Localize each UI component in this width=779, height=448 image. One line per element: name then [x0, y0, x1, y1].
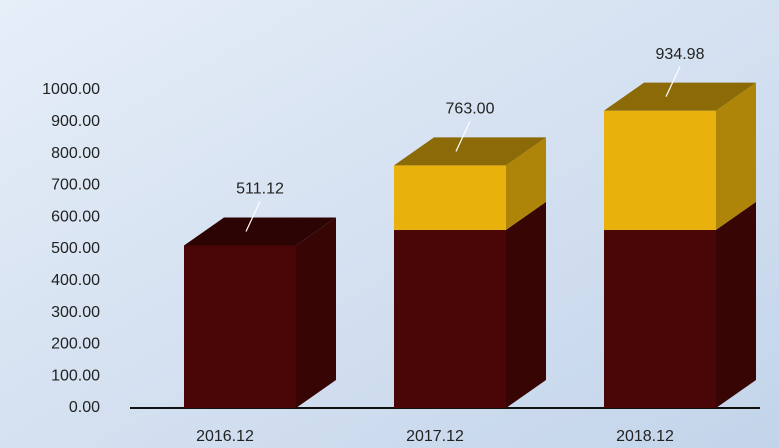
y-tick-label: 500.00 — [51, 240, 100, 257]
bar-front — [604, 110, 716, 230]
x-tick-label: 2018.12 — [616, 428, 674, 445]
y-tick-label: 600.00 — [51, 208, 100, 225]
y-tick-label: 300.00 — [51, 304, 100, 321]
y-tick-label: 800.00 — [51, 145, 100, 162]
bar-top — [394, 137, 546, 166]
bar-top — [604, 82, 756, 111]
bar-front — [184, 245, 296, 408]
bar-top — [184, 217, 336, 246]
data-label: 511.12 — [236, 181, 284, 198]
bar-side — [716, 201, 756, 408]
leader-line — [665, 66, 681, 97]
leader-line — [245, 201, 261, 232]
leader-line — [455, 121, 471, 152]
bar-front — [394, 165, 506, 230]
y-tick-label: 400.00 — [51, 272, 100, 289]
y-tick-label: 900.00 — [51, 113, 100, 130]
y-tick-label: 700.00 — [51, 177, 100, 194]
x-tick-label: 2016.12 — [196, 428, 254, 445]
bar-side — [506, 201, 546, 408]
bar-front — [604, 229, 716, 408]
y-tick-label: 200.00 — [51, 336, 100, 353]
y-tick-label: 0.00 — [69, 399, 100, 416]
y-tick-label: 100.00 — [51, 367, 100, 384]
bar-side — [716, 82, 756, 230]
bar-front — [394, 229, 506, 408]
x-tick-label: 2017.12 — [406, 428, 464, 445]
y-tick-label: 1000.00 — [42, 81, 100, 98]
bar-side — [506, 137, 546, 230]
data-label: 763.00 — [446, 101, 495, 118]
bar-side — [296, 217, 336, 408]
data-label: 934.98 — [656, 46, 705, 63]
